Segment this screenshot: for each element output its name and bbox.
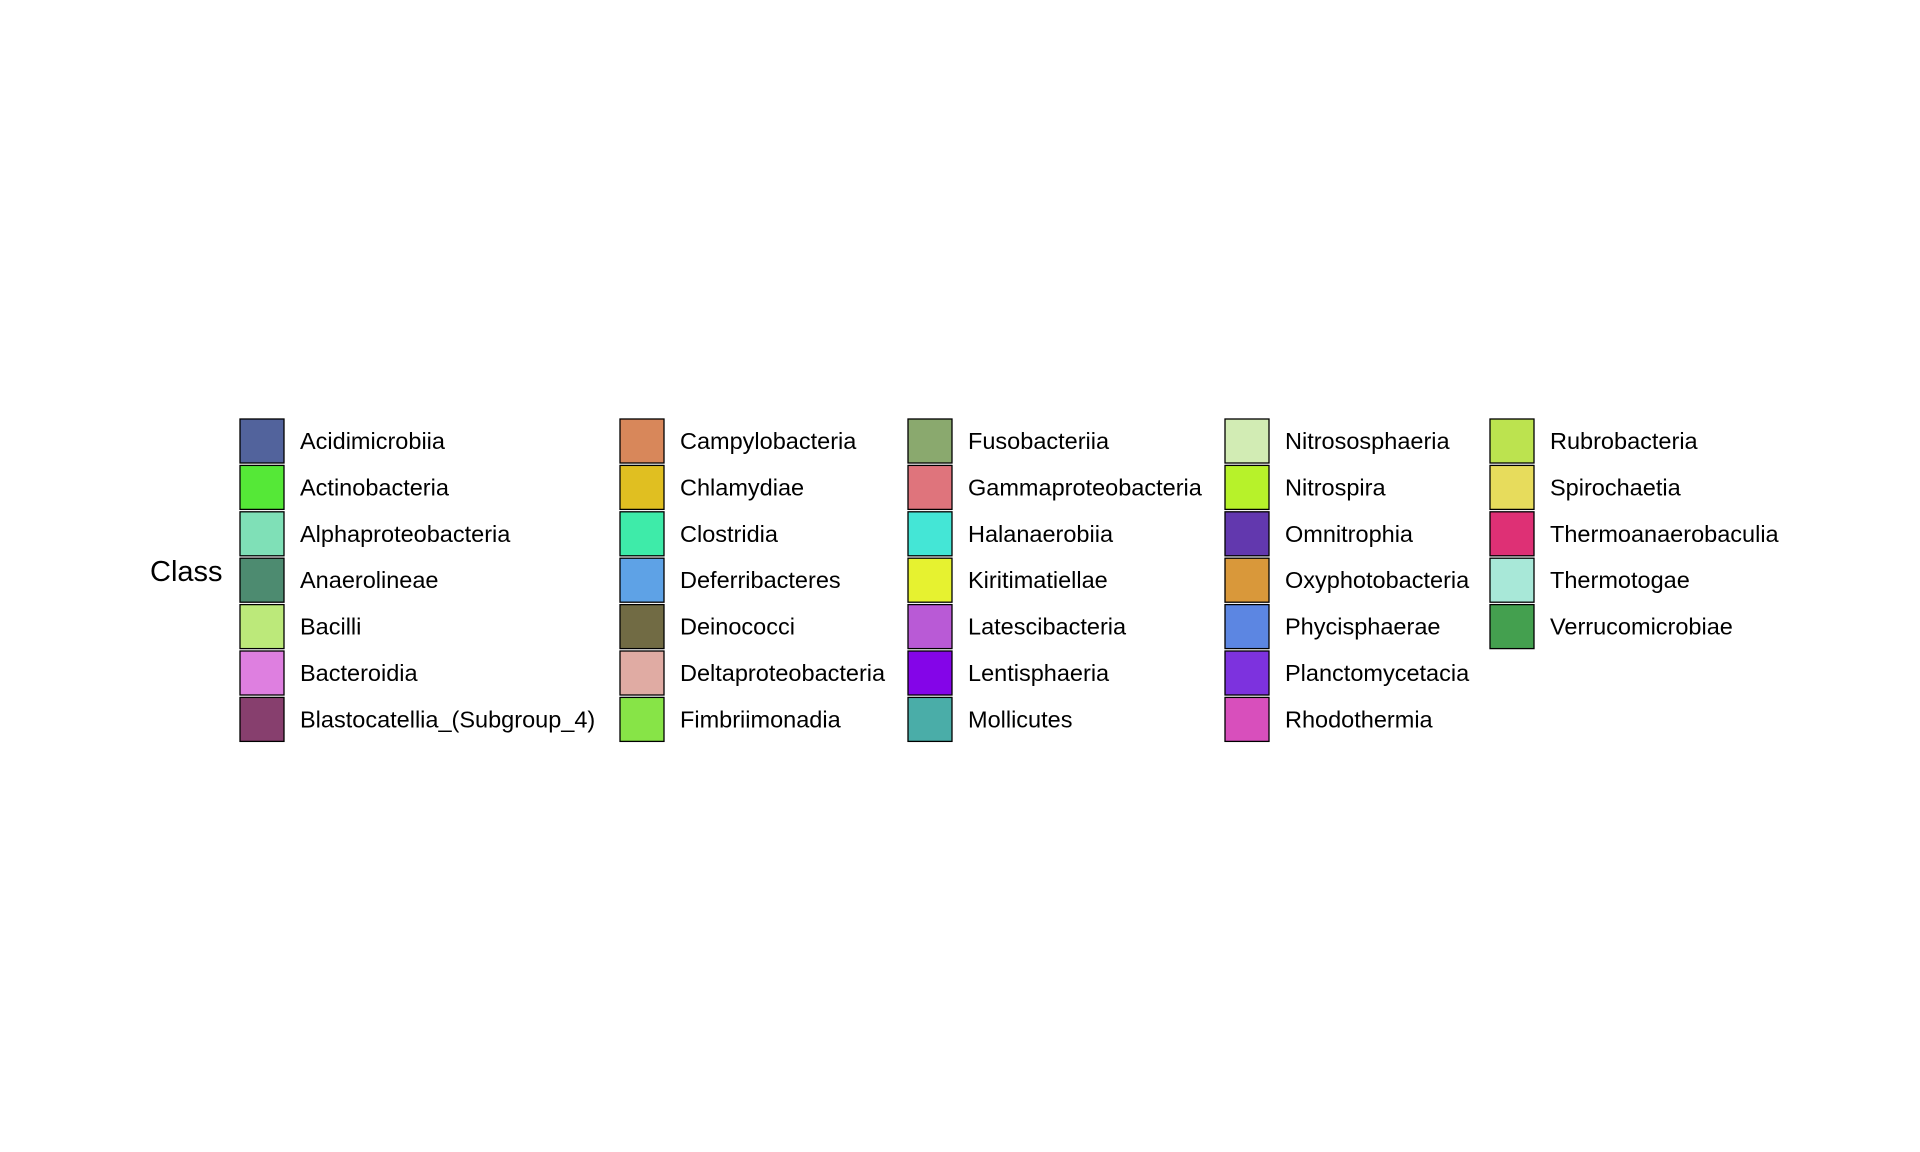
legend-key-label: Mollicutes [968,706,1072,732]
legend-key-label: Campylobacteria [680,428,857,454]
legend-key-label: Fusobacteriia [968,428,1110,454]
legend-key-label: Verrucomicrobiae [1550,614,1733,640]
legend-key-swatch [239,418,285,464]
legend-key-label: Fimbriimonadia [680,706,842,732]
legend-key-label: Actinobacteria [300,474,450,500]
legend-title: Class [150,556,223,588]
legend-key-label: Spirochaetia [1550,474,1682,500]
legend-key-label: Latescibacteria [968,614,1127,640]
legend-key-swatch [1224,603,1270,650]
legend-key-swatch [907,511,953,557]
legend-key-label: Halanaerobiia [968,521,1114,547]
legend-key-label: Oxyphotobacteria [1285,567,1470,593]
legend-key-label: Rhodothermia [1285,706,1434,732]
legend-key-label: Phycisphaerae [1285,614,1440,640]
legend-key-swatch [619,557,665,603]
legend-key-swatch [1224,464,1270,511]
legend-key-swatch [907,696,953,743]
legend-key-swatch [1224,418,1270,464]
legend-key-swatch [619,696,665,743]
legend-key-label: Deinococci [680,614,795,640]
legend-key-label: Anaerolineae [300,567,439,593]
legend-key-swatch [1489,557,1535,603]
legend-key-swatch [239,464,285,511]
legend-key-swatch [239,603,285,650]
legend-key-label: Bacteroidia [300,660,418,686]
legend-key-label: Blastocatellia_(Subgroup_4) [300,706,595,732]
legend-key-swatch [907,650,953,696]
legend-key-swatch [907,557,953,603]
legend-key-swatch [239,696,285,743]
legend-key-label: Gammaproteobacteria [968,474,1203,500]
legend-key-swatch [619,603,665,650]
legend-key-label: Deltaproteobacteria [680,660,886,686]
legend-key-label: Omnitrophia [1285,521,1414,547]
legend-key-label: Kiritimatiellae [968,567,1108,593]
legend-key-swatch [239,650,285,696]
legend-key-swatch [1489,603,1535,650]
legend-key-label: Clostridia [680,521,779,547]
legend-key-label: Thermoanaerobaculia [1550,521,1780,547]
legend-key-swatch [907,418,953,464]
legend-key-swatch [907,464,953,511]
legend-key-label: Chlamydiae [680,474,804,500]
legend-key-swatch [907,603,953,650]
legend-key-label: Nitrososphaeria [1285,428,1451,454]
legend-key-swatch [239,557,285,603]
legend-key-label: Lentisphaeria [968,660,1110,686]
legend-key-label: Alphaproteobacteria [300,521,511,547]
legend-key-swatch [619,511,665,557]
legend-key-swatch [1489,418,1535,464]
legend-key-swatch [1489,511,1535,557]
legend-key-label: Bacilli [300,614,361,640]
legend-key-label: Rubrobacteria [1550,428,1699,454]
legend-key-swatch [619,464,665,511]
legend-key-swatch [619,650,665,696]
legend-key-label: Deferribacteres [680,567,841,593]
legend-key-label: Thermotogae [1550,567,1690,593]
legend-key-label: Nitrospira [1285,474,1386,500]
legend-key-swatch [1489,464,1535,511]
legend-key-swatch [1224,511,1270,557]
legend-key-swatch [1224,696,1270,743]
legend-key-swatch [1224,650,1270,696]
legend-key-label: Acidimicrobiia [300,428,446,454]
legend-key-swatch [239,511,285,557]
legend-key-swatch [1224,557,1270,603]
legend-key-label: Planctomycetacia [1285,660,1470,686]
legend-key-swatch [619,418,665,464]
legend-entries: Acidimicrobiia Actinobacteria Alphaproteob… [239,418,1780,743]
